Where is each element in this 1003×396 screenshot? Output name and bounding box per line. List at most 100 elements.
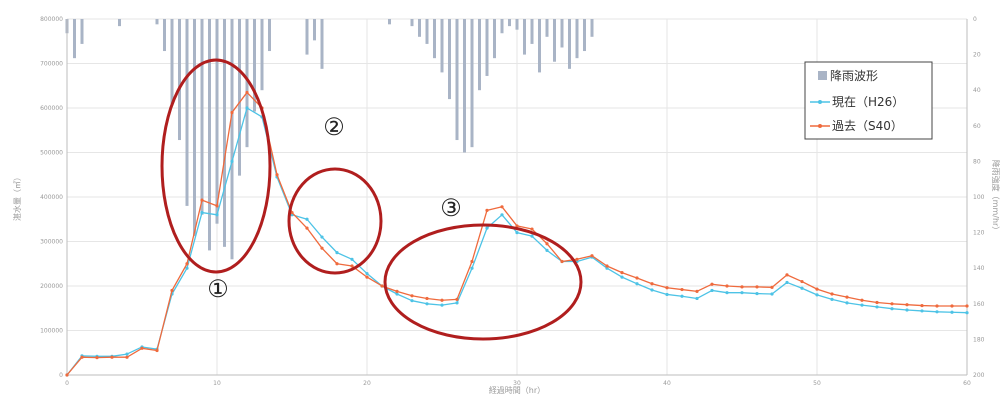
rainfall-bar [185, 19, 189, 206]
data-point-past [920, 303, 924, 308]
data-point-past [860, 298, 864, 302]
data-point-current [680, 294, 684, 298]
data-point-past [785, 273, 789, 277]
rainfall-bar [215, 19, 219, 224]
rainfall-bar [155, 19, 159, 25]
data-point-past [575, 257, 579, 261]
rainfall-bar [118, 19, 121, 27]
rainfall-bars [65, 19, 594, 260]
data-point-current [665, 292, 669, 297]
x-tick-label: 10 [213, 380, 221, 387]
data-point-past [680, 287, 684, 292]
data-point-past [560, 259, 564, 264]
data-point-current [605, 266, 609, 270]
data-point-current [395, 292, 399, 296]
data-point-current [935, 310, 939, 314]
rainfall-bar [463, 19, 466, 153]
legend-label-current: 現在（H26） [832, 95, 904, 109]
data-point-past [845, 295, 849, 299]
data-point-past [425, 296, 429, 301]
data-point-past [395, 289, 399, 293]
data-point-past [800, 279, 804, 284]
data-point-current [470, 266, 474, 270]
rainfall-bar [163, 19, 166, 52]
data-point-past [290, 210, 294, 215]
y-left-tick-label: 400000 [40, 194, 63, 201]
rainfall-bar [200, 19, 204, 215]
y-left-tick-label: 200000 [40, 283, 63, 290]
data-point-current [710, 288, 714, 293]
rainfall-bar [470, 19, 474, 148]
rainfall-bar [500, 19, 504, 34]
data-point-current [800, 286, 804, 290]
rainfall-bar [223, 19, 226, 247]
y-right-tick-label: 200 [973, 372, 985, 379]
rainfall-bar [260, 19, 264, 91]
rainfall-bar [575, 19, 579, 59]
x-tick-label: 40 [663, 380, 671, 387]
rainfall-bar [80, 19, 84, 44]
rainfall-bar [523, 19, 526, 55]
annotation-label-1: ① [207, 275, 229, 303]
data-point-past [125, 355, 129, 359]
rainfall-bar [583, 19, 586, 52]
rainfall-bar [73, 19, 76, 59]
rainfall-bar [253, 19, 256, 112]
rainfall-bar [268, 19, 271, 52]
rainfall-bar [320, 19, 324, 69]
y-left-tick-label: 300000 [40, 239, 63, 246]
data-point-past [830, 292, 834, 296]
annotation-label-2: ② [323, 113, 345, 141]
rainfall-bar [230, 19, 234, 260]
data-point-past [950, 304, 954, 308]
data-point-past [215, 204, 219, 208]
y-right-tick-label: 20 [973, 52, 981, 59]
data-point-current [545, 248, 549, 252]
y-right-tick-label: 160 [973, 301, 985, 308]
data-point-past [200, 198, 204, 202]
data-point-past [320, 246, 324, 250]
y-right-tick-label: 80 [973, 158, 981, 165]
data-point-current [965, 311, 969, 315]
data-point-past [65, 373, 69, 377]
rainfall-bar [388, 19, 391, 25]
data-point-past [470, 259, 474, 264]
y-left-axis-title: 湛水量（㎥） [12, 173, 22, 221]
data-point-past [725, 284, 729, 288]
data-point-past [875, 300, 879, 305]
data-point-current [320, 235, 324, 239]
data-point-past [650, 282, 654, 286]
rainfall-bar [418, 19, 421, 37]
x-tick-label: 20 [363, 380, 371, 387]
data-point-past [905, 303, 909, 307]
data-point-past [350, 264, 354, 268]
y-right-tick-label: 180 [973, 336, 985, 343]
data-point-past [755, 285, 759, 289]
data-point-current [200, 210, 204, 215]
data-point-current [785, 280, 789, 285]
rainfall-bar [515, 19, 519, 30]
data-point-current [950, 310, 954, 314]
data-point-current [335, 251, 339, 255]
data-point-past [965, 304, 969, 308]
y-left-tick-label: 800000 [40, 16, 63, 23]
rainfall-bar [538, 19, 541, 73]
series-lines [65, 90, 969, 377]
annotation-ellipse-1 [160, 58, 272, 274]
data-point-past [185, 262, 189, 266]
axes: 0 100000 200000 300000 400000 500000 600000 700… [12, 16, 1001, 395]
data-point-past [890, 302, 894, 306]
data-point-past [740, 285, 744, 289]
rainfall-bar [305, 19, 309, 55]
data-point-past [410, 294, 414, 298]
rainfall-bar [560, 19, 564, 48]
y-right-tick-label: 60 [973, 123, 981, 130]
data-point-past [230, 110, 234, 115]
data-point-past [500, 205, 504, 209]
data-point-current [530, 234, 534, 238]
data-point-past [170, 288, 174, 293]
data-point-current [635, 282, 639, 286]
annotation-label-3: ③ [440, 194, 462, 222]
data-point-current [920, 309, 924, 313]
